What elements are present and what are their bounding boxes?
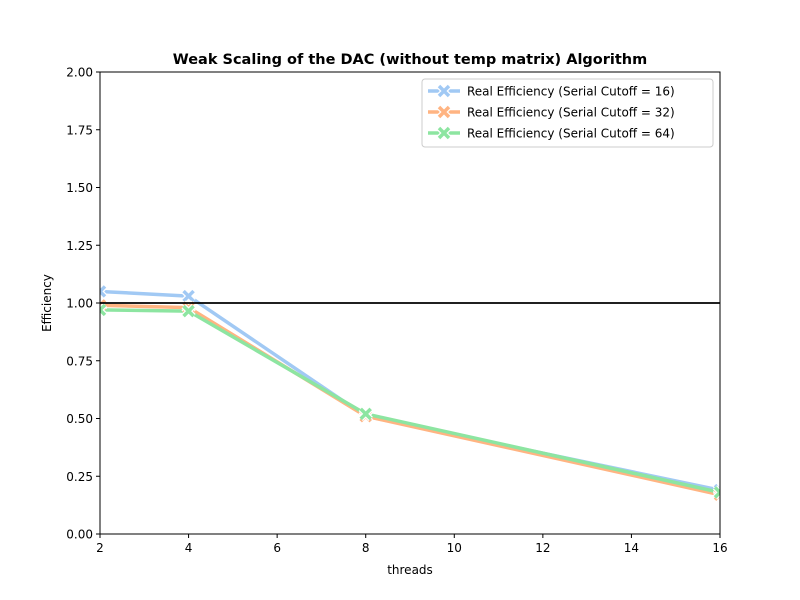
x-tick-label-4: 8 bbox=[362, 541, 370, 555]
legend-label-1: Real Efficiency (Serial Cutoff = 16) bbox=[467, 85, 675, 99]
legend-box bbox=[421, 78, 714, 148]
y-tick-label-3: 0.50 bbox=[66, 412, 93, 426]
legend: Real Efficiency (Serial Cutoff = 16) Real… bbox=[421, 78, 714, 148]
series-1-point-1 bbox=[100, 284, 108, 299]
plot-clip-group bbox=[100, 284, 720, 502]
x-tick-label-3: 6 bbox=[273, 541, 281, 555]
x-tick-label-5: 10 bbox=[447, 541, 462, 555]
x-axis-label: threads bbox=[387, 563, 433, 577]
x-tick-label-8: 16 bbox=[712, 541, 727, 555]
y-tick-label-7: 1.50 bbox=[66, 181, 93, 195]
legend-label-3: Real Efficiency (Serial Cutoff = 64) bbox=[467, 127, 675, 141]
y-tick-label-4: 0.75 bbox=[66, 354, 93, 368]
series-line-3 bbox=[100, 308, 720, 495]
y-tick-label-1: 0.00 bbox=[66, 528, 93, 542]
series-3-point-3 bbox=[358, 406, 373, 422]
x-tick-label-7: 14 bbox=[624, 541, 639, 555]
series-3-point-1 bbox=[100, 302, 108, 318]
x-tick-label-6: 12 bbox=[535, 541, 550, 555]
x-tick-label-1: 2 bbox=[96, 541, 104, 555]
legend-marker-2 bbox=[436, 104, 452, 120]
y-tick-label-2: 0.25 bbox=[66, 470, 93, 484]
legend-label-2: Real Efficiency (Serial Cutoff = 32) bbox=[467, 106, 675, 120]
chart-title: Weak Scaling of the DAC (without temp ma… bbox=[173, 52, 648, 68]
y-tick-label-6: 1.25 bbox=[66, 239, 93, 253]
legend-marker-3 bbox=[436, 125, 452, 141]
y-axis-label: Efficiency bbox=[40, 274, 54, 332]
y-tick-label-8: 1.75 bbox=[66, 123, 93, 137]
series-3-point-2 bbox=[181, 303, 196, 319]
series-1-point-2 bbox=[181, 288, 196, 304]
x-tick-label-2: 4 bbox=[185, 541, 193, 555]
axes: 2 4 6 8 10 12 14 16 0.00 0.25 0.50 0.75 1.00 1.25 1.50… bbox=[66, 66, 727, 556]
y-tick-label-5: 1.00 bbox=[66, 297, 93, 311]
legend-marker-1 bbox=[436, 83, 452, 99]
series-3-point-4 bbox=[712, 485, 720, 500]
y-tick-label-9: 2.00 bbox=[66, 66, 93, 80]
plot-area bbox=[100, 284, 720, 502]
